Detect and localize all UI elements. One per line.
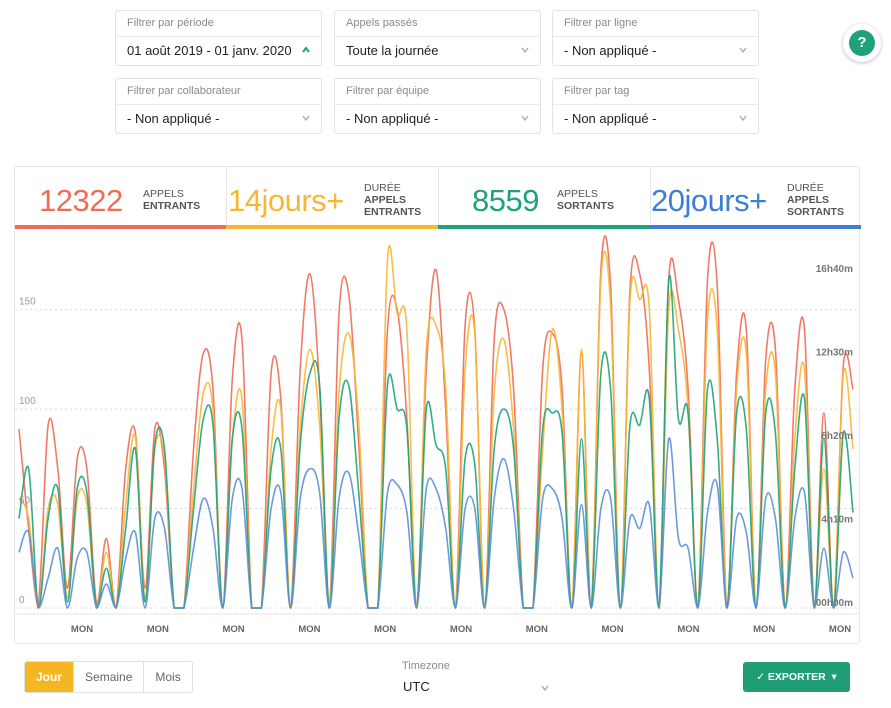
stat-caption: APPELS ENTRANTS <box>143 188 201 212</box>
right-axis-tick-label: 12h30m <box>816 348 853 359</box>
filter-value: - Non appliqué - <box>564 111 657 126</box>
granularity-day-button[interactable]: Jour <box>25 662 75 692</box>
y-tick-label: 150 <box>19 297 36 308</box>
x-tick-label: MON <box>602 624 624 635</box>
stat-caption: DURÉE APPELS ENTRANTS <box>364 182 422 218</box>
filter-collaborator[interactable]: Filtrer par collaborateur - Non appliqué… <box>115 78 322 134</box>
series-line-1 <box>18 244 854 609</box>
stat-outgoing-calls: 8559 APPELS SORTANTS <box>438 167 650 229</box>
right-axis-tick-label: 8h20m <box>821 431 853 442</box>
stat-caption: APPELS SORTANTS <box>557 188 614 212</box>
filter-value: 01 août 2019 - 01 janv. 2020 <box>127 43 292 58</box>
x-tick-label: MON <box>147 624 169 635</box>
filter-label: Filtrer par ligne <box>564 17 638 29</box>
filter-value: - Non appliqué - <box>127 111 220 126</box>
series-line-0 <box>18 235 854 609</box>
help-icon: ? <box>849 30 875 56</box>
x-tick-label: MON <box>526 624 548 635</box>
x-tick-label: MON <box>753 624 775 635</box>
stats-panel: 12322 APPELS ENTRANTS 14jours+ DURÉE APPEL… <box>14 166 861 644</box>
filter-label: Filtrer par collaborateur <box>127 85 241 97</box>
filter-value: - Non appliqué - <box>564 43 657 58</box>
export-button[interactable]: ✓ EXPORTER ▾ <box>743 662 850 692</box>
stat-outgoing-duration: 20jours+ DURÉE APPELS SORTANTS <box>650 167 861 229</box>
right-axis-tick-label: 16h40m <box>816 264 853 275</box>
export-label: EXPORTER <box>767 671 826 683</box>
timezone-select[interactable]: UTC <box>403 679 430 694</box>
series-line-3 <box>18 437 854 609</box>
help-button[interactable]: ? <box>843 24 881 62</box>
x-tick-label: MON <box>829 624 851 635</box>
stat-caption: DURÉE APPELS SORTANTS <box>787 182 844 218</box>
filter-line[interactable]: Filtrer par ligne - Non appliqué - <box>552 10 759 66</box>
chevron-down-icon: ▾ <box>828 671 837 683</box>
calls-line-chart: 0 50 100 150 00h00m 4h10m 8h20m 12h30m 16h40m MON… <box>15 235 860 635</box>
filter-team[interactable]: Filtrer par équipe - Non appliqué - <box>334 78 541 134</box>
stat-color-bar <box>226 225 438 229</box>
y-tick-label: 50 <box>19 496 31 507</box>
x-tick-label: MON <box>450 624 472 635</box>
granularity-selector: Jour Semaine Mois <box>24 661 193 693</box>
granularity-month-button[interactable]: Mois <box>155 670 181 684</box>
chevron-down-icon <box>739 47 747 54</box>
filter-calls-made[interactable]: Appels passés Toute la journée <box>334 10 541 66</box>
x-tick-label: MON <box>374 624 396 635</box>
chevron-down-icon <box>541 685 549 692</box>
timezone-label: Timezone <box>402 660 450 672</box>
filter-label: Filtrer par période <box>127 17 214 29</box>
granularity-week-button[interactable]: Semaine <box>74 662 145 692</box>
x-tick-label: MON <box>223 624 245 635</box>
stat-incoming-calls: 12322 APPELS ENTRANTS <box>15 167 226 229</box>
filter-tag[interactable]: Filtrer par tag - Non appliqué - <box>552 78 759 134</box>
stat-value: 20jours+ <box>651 183 767 218</box>
chevron-down-icon <box>521 47 529 54</box>
x-tick-label: MON <box>71 624 93 635</box>
x-tick-label: MON <box>677 624 699 635</box>
filter-label: Filtrer par tag <box>564 85 630 97</box>
right-axis-tick-label: 00h00m <box>816 598 853 609</box>
stat-value: 12322 <box>39 183 123 218</box>
chevron-down-icon <box>302 115 310 122</box>
filter-label: Filtrer par équipe <box>346 85 430 97</box>
stat-color-bar <box>650 225 861 229</box>
stat-incoming-duration: 14jours+ DURÉE APPELS ENTRANTS <box>226 167 438 229</box>
y-tick-label: 0 <box>19 595 25 606</box>
chevron-up-icon <box>302 46 310 53</box>
chart-icon: ✓ <box>756 671 768 683</box>
stat-value: 14jours+ <box>228 183 344 218</box>
y-tick-label: 100 <box>19 396 36 407</box>
filter-value: - Non appliqué - <box>346 111 439 126</box>
stat-value: 8559 <box>472 183 539 218</box>
stat-color-bar <box>15 225 226 229</box>
stat-color-bar <box>438 225 650 229</box>
right-axis-tick-label: 4h10m <box>821 515 853 526</box>
x-tick-label: MON <box>298 624 320 635</box>
chevron-down-icon <box>521 115 529 122</box>
chevron-down-icon <box>739 115 747 122</box>
filter-label: Appels passés <box>346 17 418 29</box>
filter-value: Toute la journée <box>346 43 439 58</box>
filter-period[interactable]: Filtrer par période 01 août 2019 - 01 ja… <box>115 10 322 66</box>
